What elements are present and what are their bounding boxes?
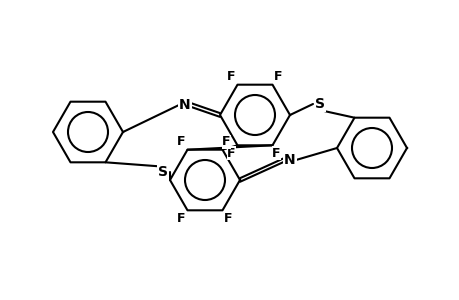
Text: F: F — [227, 70, 235, 83]
Text: F: F — [272, 147, 280, 160]
Text: S: S — [157, 165, 168, 179]
Text: S: S — [314, 97, 325, 111]
Text: F: F — [177, 212, 185, 225]
Text: F: F — [227, 147, 235, 160]
Text: F: F — [177, 135, 185, 148]
Text: F: F — [224, 212, 232, 225]
Text: F: F — [222, 135, 230, 148]
Text: N: N — [179, 98, 190, 112]
Text: F: F — [274, 70, 282, 83]
Text: N: N — [284, 153, 295, 167]
